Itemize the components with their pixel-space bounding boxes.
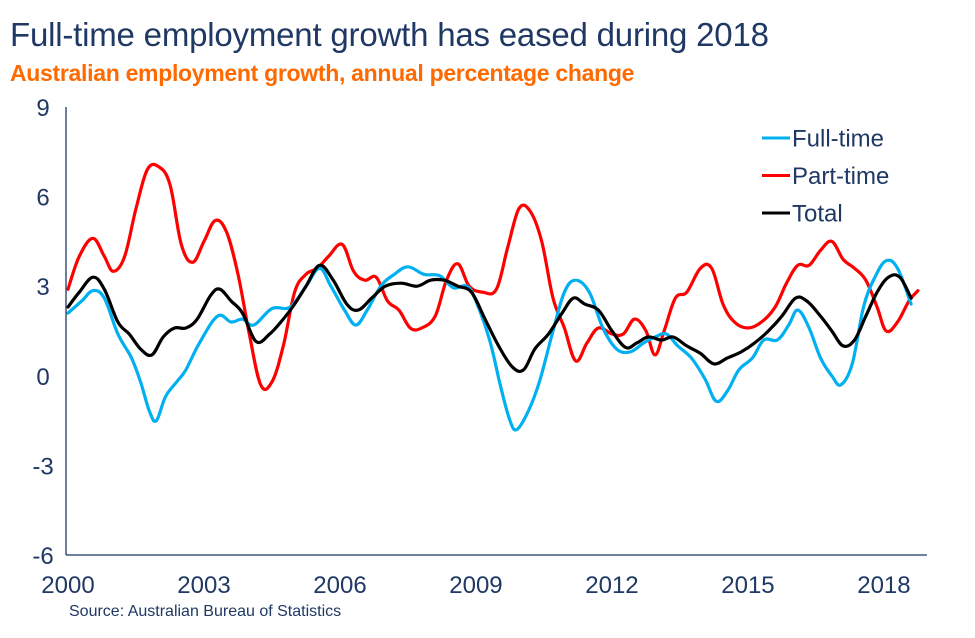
legend-item-full-time: Full-time — [762, 126, 884, 153]
y-tick-label: 9 — [36, 95, 49, 122]
legend-item-part-time: Part-time — [762, 163, 889, 190]
x-tick-label: 2006 — [313, 572, 366, 599]
legend: Full-time Part-time Total — [762, 126, 889, 228]
x-tick-label: 2018 — [857, 572, 910, 599]
source-note: Source: Australian Bureau of Statistics — [69, 603, 342, 620]
legend-label: Total — [792, 201, 843, 228]
chart-subtitle: Australian employment growth, annual per… — [10, 60, 635, 86]
chart-title: Full-time employment growth has eased du… — [10, 16, 769, 53]
y-tick-labels: 9 6 3 0 -3 -6 — [32, 95, 53, 570]
series-line-part-time — [66, 162, 920, 392]
y-tick-label: -6 — [32, 543, 53, 570]
series-line-total — [66, 263, 913, 374]
series-layer — [66, 162, 920, 432]
x-tick-label: 2003 — [177, 572, 230, 599]
y-tick-label: 0 — [36, 364, 49, 391]
series-line-full-time — [66, 258, 913, 432]
y-tick-label: -3 — [32, 453, 53, 480]
x-tick-label: 2015 — [721, 572, 774, 599]
x-tick-label: 2012 — [585, 572, 638, 599]
x-tick-label: 2009 — [449, 572, 502, 599]
y-tick-label: 6 — [36, 185, 49, 212]
legend-item-total: Total — [762, 201, 843, 228]
x-tick-labels: 2000 2003 2006 2009 2012 2015 2018 — [41, 572, 910, 599]
x-tick-label: 2000 — [41, 572, 94, 599]
legend-label: Part-time — [792, 163, 889, 190]
y-tick-label: 3 — [36, 274, 49, 301]
legend-label: Full-time — [792, 126, 884, 153]
